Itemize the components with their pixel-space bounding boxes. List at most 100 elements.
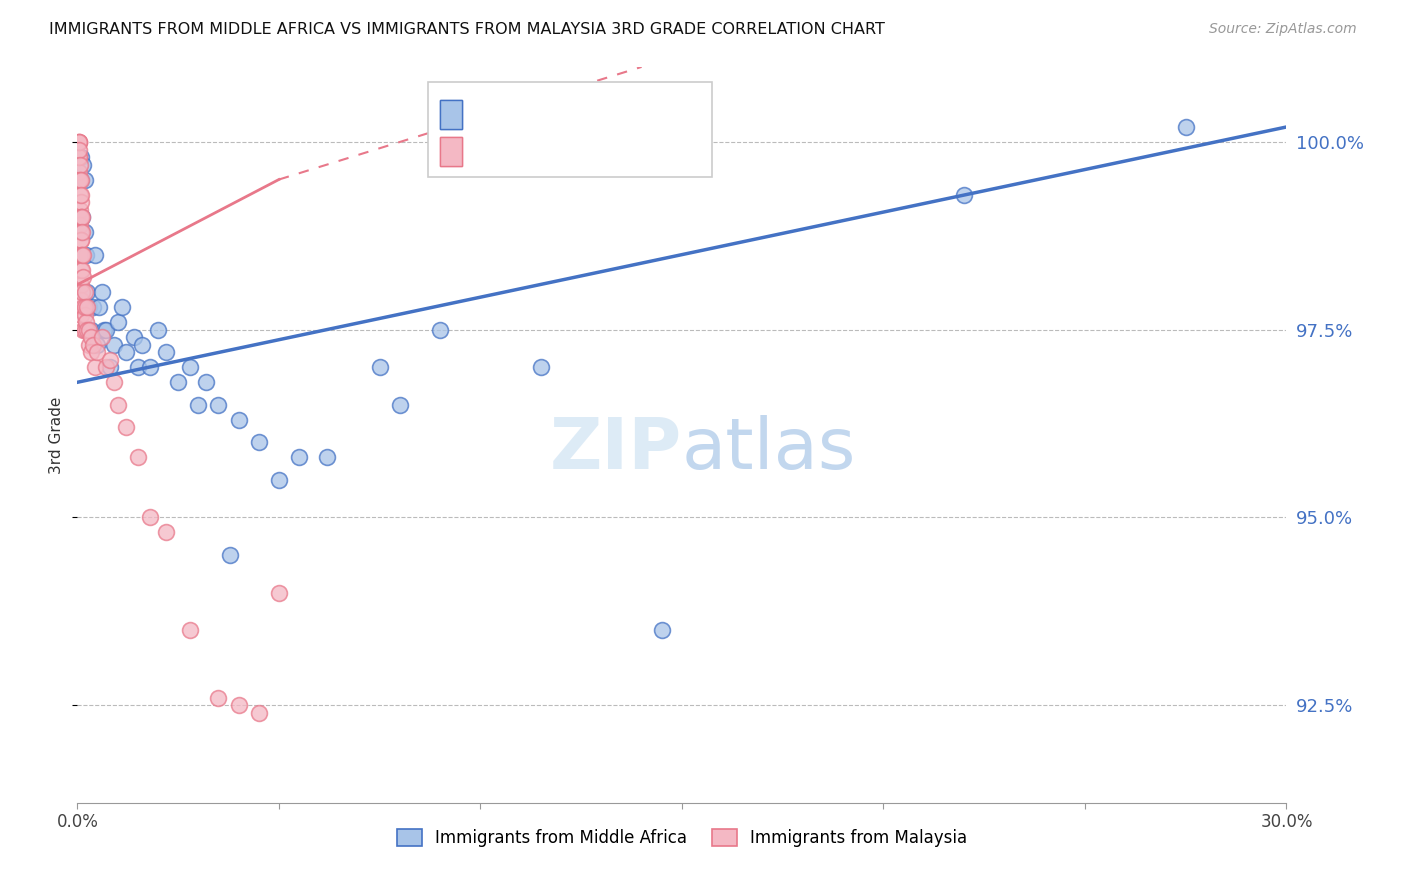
Point: [70, 210, 93, 224]
Point: [84, 360, 107, 375]
Point: [70, 308, 93, 322]
Point: [98, 360, 121, 375]
Point: [67, 135, 90, 149]
Point: [76, 323, 98, 337]
Point: [89, 300, 111, 314]
Point: [94, 360, 117, 375]
Point: [67, 150, 90, 164]
Point: [122, 330, 145, 344]
Point: [179, 360, 201, 375]
Point: [69, 225, 91, 239]
Point: [530, 360, 553, 375]
Point: [69, 195, 91, 210]
Point: [139, 510, 162, 524]
Point: [84, 247, 107, 261]
Point: [69, 172, 91, 186]
Point: [247, 706, 270, 720]
Point: [155, 345, 177, 359]
Point: [267, 473, 290, 487]
Point: [267, 585, 290, 599]
Point: [73, 285, 96, 300]
Point: [72, 323, 94, 337]
Point: [82, 337, 104, 351]
Text: atlas: atlas: [682, 415, 856, 484]
Point: [70, 285, 93, 300]
Point: [79, 323, 101, 337]
Point: [1174, 120, 1197, 134]
Point: [316, 450, 339, 465]
Point: [69, 187, 91, 202]
Point: [127, 360, 149, 375]
Point: [90, 330, 112, 344]
Point: [73, 308, 96, 322]
Point: [228, 698, 250, 713]
Point: [228, 413, 250, 427]
Point: [98, 352, 121, 367]
Point: [86, 337, 108, 351]
FancyBboxPatch shape: [427, 81, 713, 178]
Point: [75, 247, 97, 261]
Point: [77, 300, 100, 314]
Point: [70, 262, 93, 277]
Point: [69, 172, 91, 186]
Point: [70, 262, 93, 277]
Point: [207, 690, 229, 705]
Point: [75, 315, 97, 329]
Point: [187, 398, 209, 412]
Point: [94, 323, 117, 337]
Text: IMMIGRANTS FROM MIDDLE AFRICA VS IMMIGRANTS FROM MALAYSIA 3RD GRADE CORRELATION : IMMIGRANTS FROM MIDDLE AFRICA VS IMMIGRA…: [49, 22, 886, 37]
Point: [75, 225, 97, 239]
Point: [103, 337, 125, 351]
Point: [77, 337, 100, 351]
Point: [73, 172, 96, 186]
Point: [139, 360, 162, 375]
Point: [79, 323, 101, 337]
Y-axis label: 3rd Grade: 3rd Grade: [49, 396, 65, 474]
Point: [388, 398, 411, 412]
Point: [93, 323, 115, 337]
Point: [90, 285, 112, 300]
Point: [146, 323, 169, 337]
Point: [80, 345, 103, 359]
Legend: Immigrants from Middle Africa, Immigrants from Malaysia: Immigrants from Middle Africa, Immigrant…: [389, 822, 974, 854]
Point: [67, 135, 90, 149]
Point: [75, 323, 97, 337]
Point: [70, 210, 93, 224]
Point: [288, 450, 311, 465]
Point: [70, 233, 93, 247]
Point: [70, 247, 93, 261]
Point: [155, 525, 177, 540]
Point: [70, 293, 93, 307]
Point: [111, 300, 134, 314]
Point: [67, 165, 90, 179]
Point: [127, 450, 149, 465]
Point: [76, 300, 98, 314]
Text: R =  0.117   N = 63: R = 0.117 N = 63: [472, 139, 679, 158]
FancyBboxPatch shape: [440, 100, 461, 129]
Point: [69, 202, 91, 217]
Point: [70, 247, 93, 261]
Point: [82, 300, 104, 314]
Point: [247, 435, 270, 450]
Point: [67, 172, 90, 186]
Point: [107, 315, 129, 329]
Point: [103, 376, 125, 390]
Point: [70, 277, 93, 292]
Point: [76, 285, 98, 300]
Point: [80, 323, 103, 337]
Point: [219, 548, 242, 562]
Point: [86, 345, 108, 359]
Point: [69, 172, 91, 186]
Point: [69, 157, 91, 171]
Point: [72, 157, 94, 171]
Point: [75, 300, 97, 314]
Point: [72, 247, 94, 261]
Text: ZIP: ZIP: [550, 415, 682, 484]
Point: [651, 623, 673, 637]
Point: [114, 345, 136, 359]
Point: [131, 337, 153, 351]
Text: R = 0.335   N = 47: R = 0.335 N = 47: [472, 103, 672, 121]
Point: [72, 300, 94, 314]
Point: [72, 270, 94, 285]
Point: [114, 420, 136, 434]
